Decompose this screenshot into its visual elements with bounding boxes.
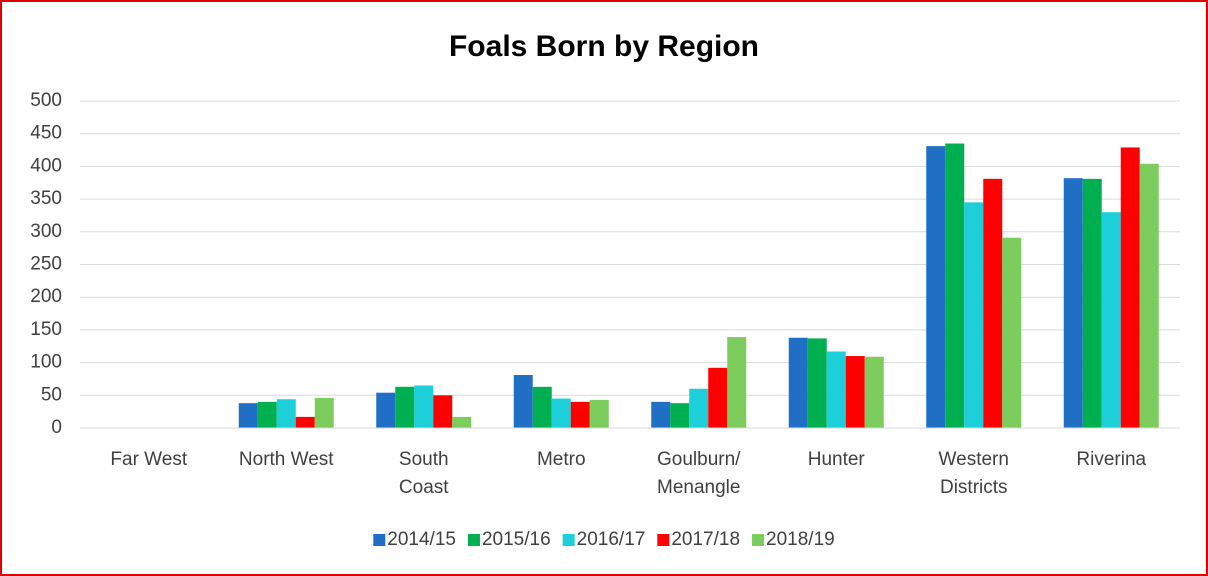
x-tick-label: Western Districts (939, 449, 1009, 498)
bar (926, 146, 946, 428)
bar (651, 401, 671, 428)
legend-swatch (467, 534, 480, 546)
y-tick-label: 450 (30, 123, 62, 144)
y-tick-label: 400 (30, 155, 62, 176)
y-tick-label: 200 (30, 286, 62, 307)
bar (845, 356, 865, 428)
bar (1120, 147, 1140, 428)
bar (295, 416, 315, 428)
bar (376, 392, 396, 428)
bar (433, 395, 453, 428)
bar (1082, 178, 1102, 428)
legend-label: 2014/15 (387, 529, 456, 550)
bar (1139, 163, 1159, 428)
bar (983, 178, 1003, 428)
bar (395, 386, 415, 428)
legend-label: 2017/18 (671, 529, 740, 550)
y-tick-label: 50 (41, 384, 62, 405)
bar (238, 403, 258, 428)
bar (1002, 237, 1022, 428)
legend-label: 2016/17 (577, 529, 646, 550)
bar (551, 398, 571, 428)
legend-swatch (752, 534, 765, 546)
x-tick-label: Far West (110, 449, 187, 470)
bar (689, 388, 709, 428)
bar (945, 143, 965, 428)
bar (1101, 212, 1121, 428)
y-tick-label: 300 (30, 221, 62, 242)
x-tick-label: Riverina (1076, 449, 1146, 470)
y-tick-label: 350 (30, 188, 62, 209)
bar (570, 401, 590, 428)
bar (452, 416, 472, 428)
y-tick-label: 100 (30, 352, 62, 373)
bar (314, 397, 334, 428)
bar (589, 399, 609, 428)
bar (964, 202, 984, 428)
y-tick-label: 150 (30, 319, 62, 340)
legend-label: 2015/16 (482, 529, 551, 550)
bar (1063, 178, 1083, 428)
bar (864, 356, 884, 428)
bar (788, 337, 808, 428)
bar (727, 337, 747, 428)
legend-swatch (562, 534, 575, 546)
bar (670, 403, 690, 428)
chart-title: Foals Born by Region (449, 30, 759, 63)
bar (414, 385, 434, 428)
bar (807, 338, 827, 428)
x-tick-label: North West (239, 449, 334, 470)
bar (276, 399, 296, 428)
x-tick-label: Hunter (808, 449, 866, 470)
x-tick-label: Goulburn/Menangle (657, 449, 741, 498)
x-tick-label: South Coast (399, 449, 449, 498)
legend-label: 2018/19 (766, 529, 835, 550)
bar (257, 401, 277, 428)
y-tick-label: 500 (30, 90, 62, 111)
legend-swatch (657, 534, 670, 546)
bar (532, 386, 552, 428)
bar (826, 351, 846, 428)
bar (513, 375, 533, 428)
y-tick-label: 250 (30, 254, 62, 275)
x-tick-label: Metro (537, 449, 586, 470)
legend: 2014/15 2015/16 2016/17 2017/18 2018/19 (373, 529, 835, 550)
y-tick-label: 0 (51, 417, 62, 438)
bar (708, 367, 728, 428)
legend-swatch (373, 534, 386, 546)
